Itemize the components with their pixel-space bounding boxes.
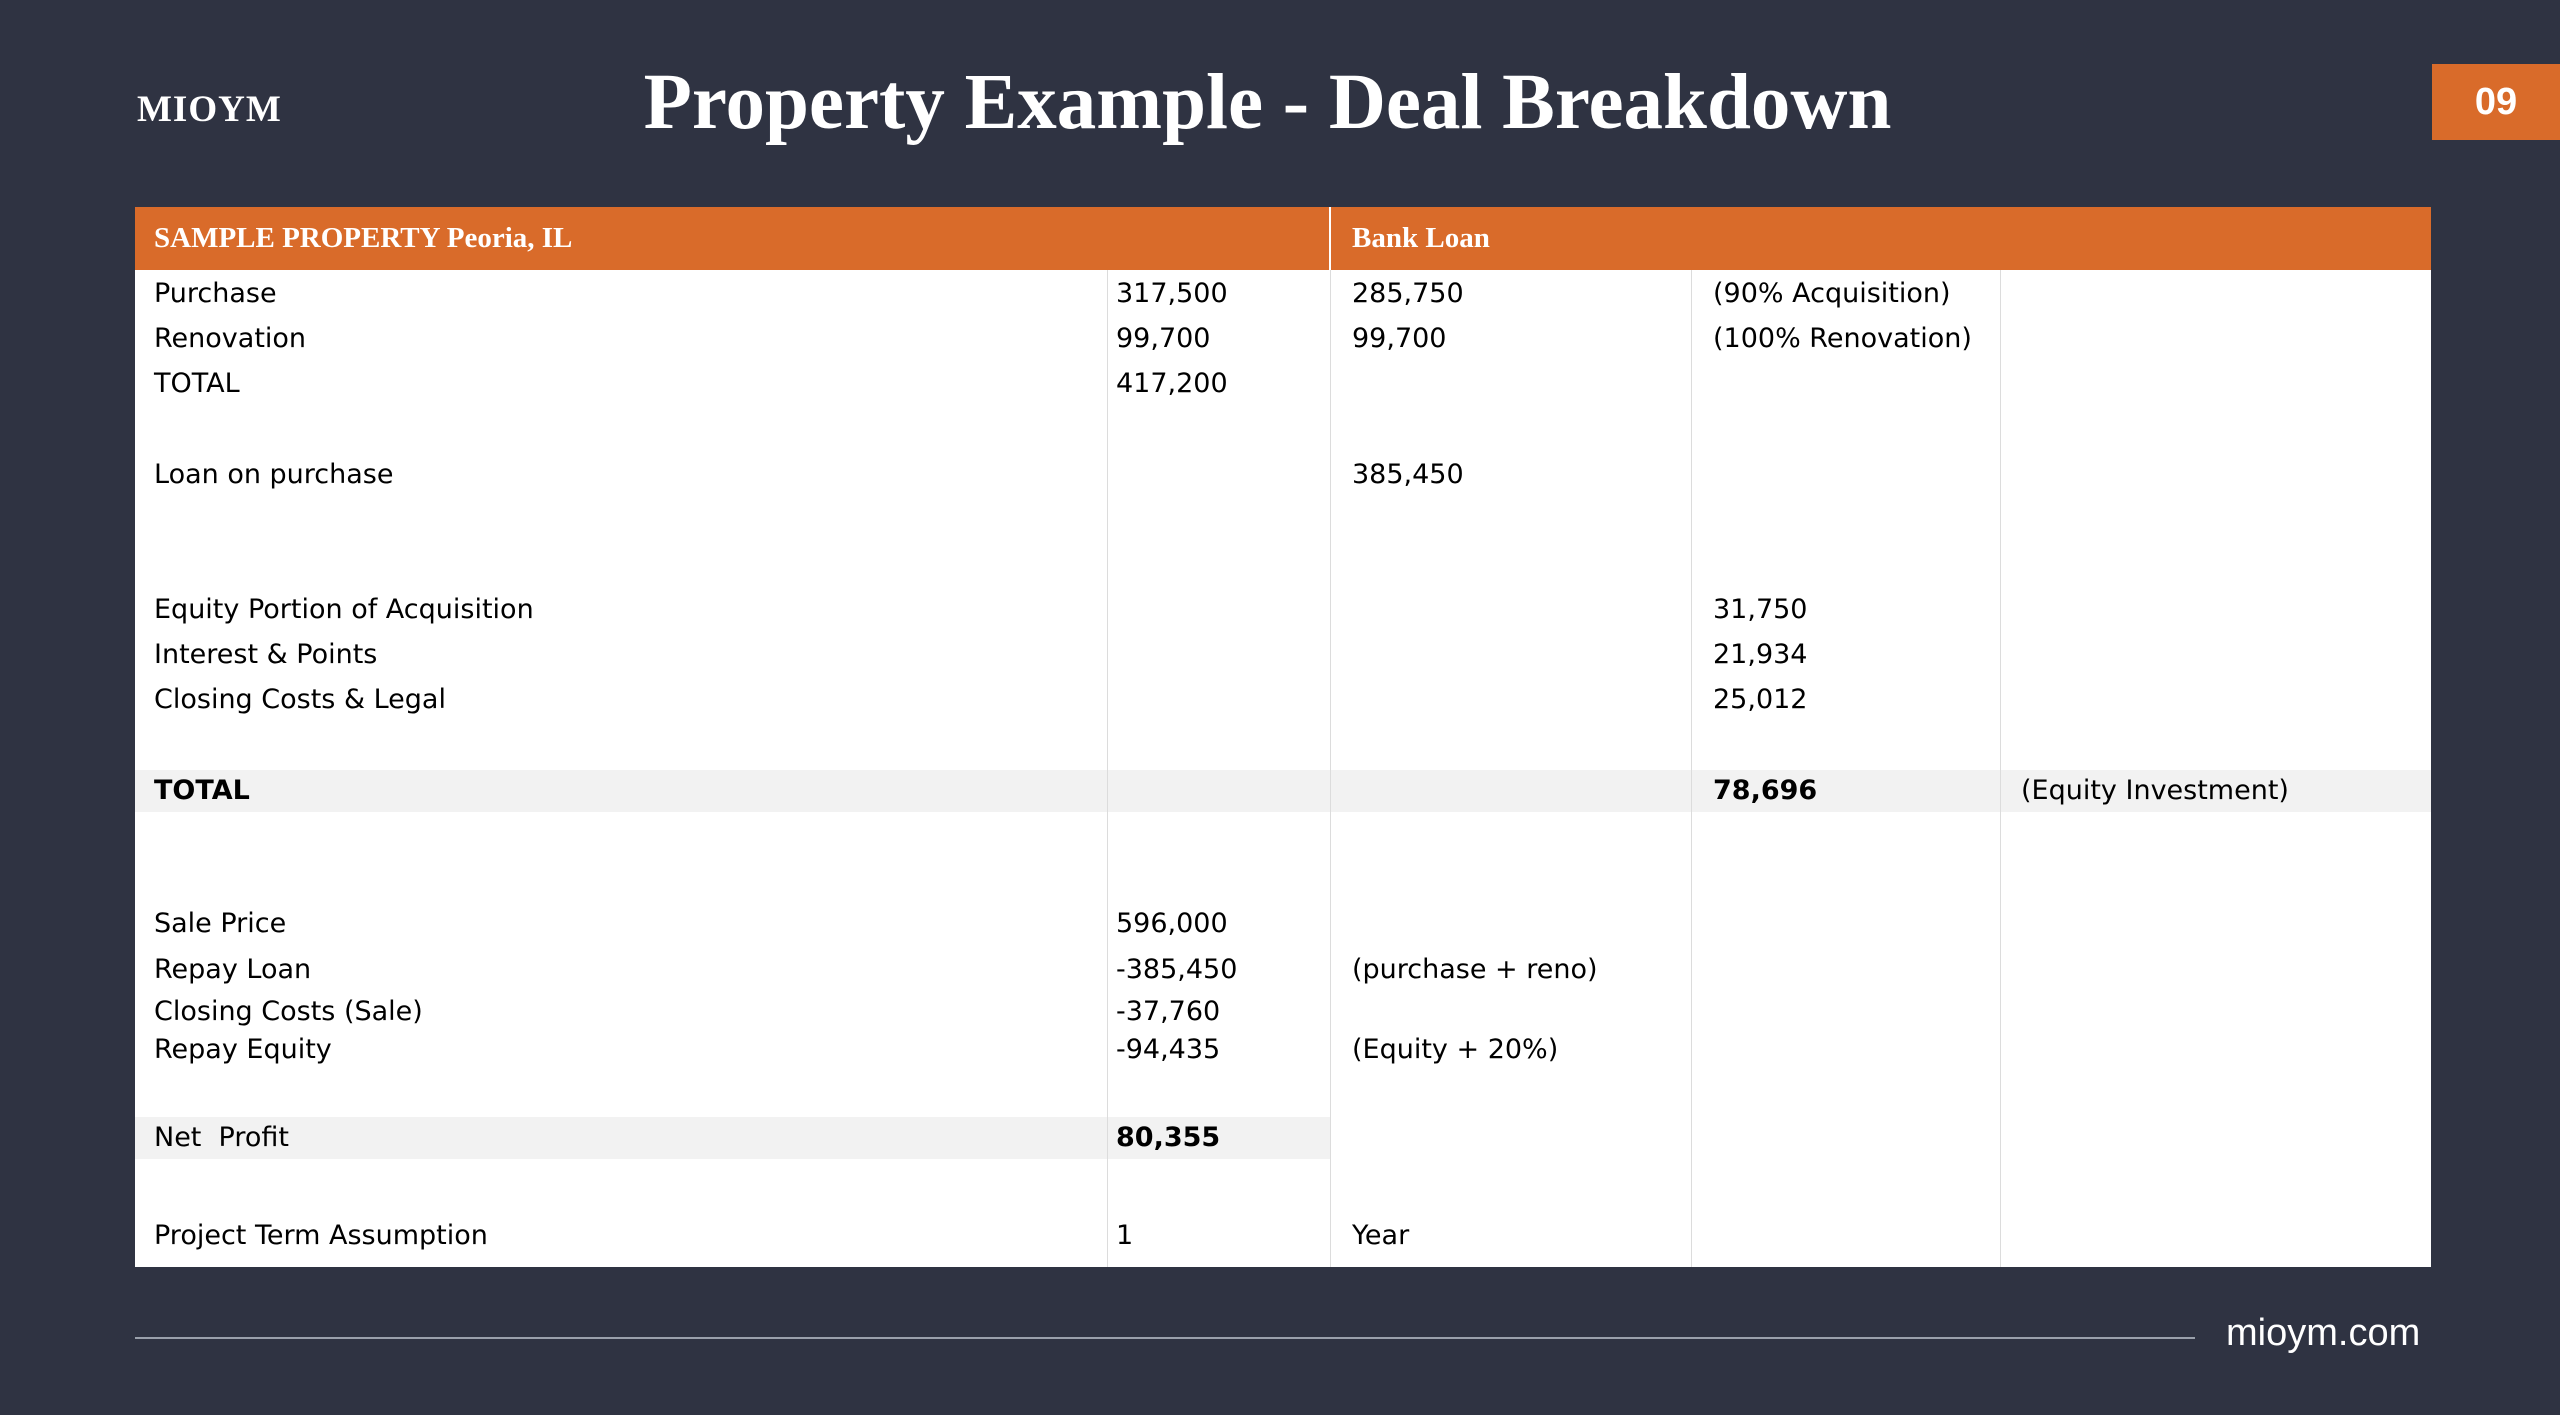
row-label: Repay Loan — [154, 954, 312, 985]
cell-value: 596,000 — [1116, 908, 1228, 939]
cell-note: (90% Acquisition) — [1713, 278, 1951, 309]
cell-note: (100% Renovation) — [1713, 323, 1972, 354]
cell-value: 80,355 — [1116, 1122, 1221, 1153]
cell-value: 385,450 — [1352, 459, 1464, 490]
cell-value: 21,934 — [1713, 639, 1808, 670]
row-label: Closing Costs & Legal — [154, 684, 446, 715]
cell-value: 31,750 — [1713, 594, 1808, 625]
cell-value: -37,760 — [1116, 996, 1221, 1027]
cell-value: 78,696 — [1713, 775, 1818, 806]
cell-value: 285,750 — [1352, 278, 1464, 309]
column-divider — [1330, 270, 1331, 1267]
cell-note: (Equity Investment) — [2021, 775, 2289, 806]
cell-value: 417,200 — [1116, 368, 1228, 399]
page-title: Property Example - Deal Breakdown — [643, 59, 1892, 146]
row-label: Project Term Assumption — [154, 1220, 488, 1251]
cell-note: Year — [1352, 1220, 1410, 1251]
cell-value: 99,700 — [1352, 323, 1447, 354]
table-header: SAMPLE PROPERTY Peoria, IL Bank Loan — [135, 207, 2431, 270]
footer-website: mioym.com — [2226, 1312, 2421, 1354]
header-divider — [1329, 207, 1331, 270]
row-label: TOTAL — [154, 775, 250, 806]
cell-value: 25,012 — [1713, 684, 1808, 715]
footer-divider — [135, 1337, 2195, 1339]
cell-value: 99,700 — [1116, 323, 1211, 354]
net-profit-row-highlight — [135, 1117, 1330, 1159]
row-label: Interest & Points — [154, 639, 378, 670]
row-label: Repay Equity — [154, 1034, 332, 1065]
total-row-highlight — [135, 770, 2431, 812]
column-divider — [1691, 270, 1692, 1267]
page-number-badge: 09 — [2432, 64, 2560, 140]
cell-value: 1 — [1116, 1220, 1134, 1251]
brand-logo: MIOYM — [137, 89, 282, 130]
cell-value: -94,435 — [1116, 1034, 1221, 1065]
cell-note: (purchase + reno) — [1352, 954, 1598, 985]
header-property: SAMPLE PROPERTY Peoria, IL — [154, 222, 573, 254]
cell-value: -385,450 — [1116, 954, 1238, 985]
row-label: Net Profit — [154, 1122, 289, 1153]
row-label: Purchase — [154, 278, 277, 309]
row-label: Closing Costs (Sale) — [154, 996, 423, 1027]
header-bank-loan: Bank Loan — [1352, 222, 1490, 254]
deal-breakdown-table: SAMPLE PROPERTY Peoria, IL Bank Loan Pur… — [135, 207, 2431, 1267]
row-label: Loan on purchase — [154, 459, 394, 490]
row-label: TOTAL — [154, 368, 240, 399]
row-label: Equity Portion of Acquisition — [154, 594, 534, 625]
cell-value: 317,500 — [1116, 278, 1228, 309]
cell-note: (Equity + 20%) — [1352, 1034, 1559, 1065]
row-label: Sale Price — [154, 908, 287, 939]
column-divider — [1107, 270, 1108, 1267]
column-divider — [2000, 270, 2001, 1267]
row-label: Renovation — [154, 323, 307, 354]
